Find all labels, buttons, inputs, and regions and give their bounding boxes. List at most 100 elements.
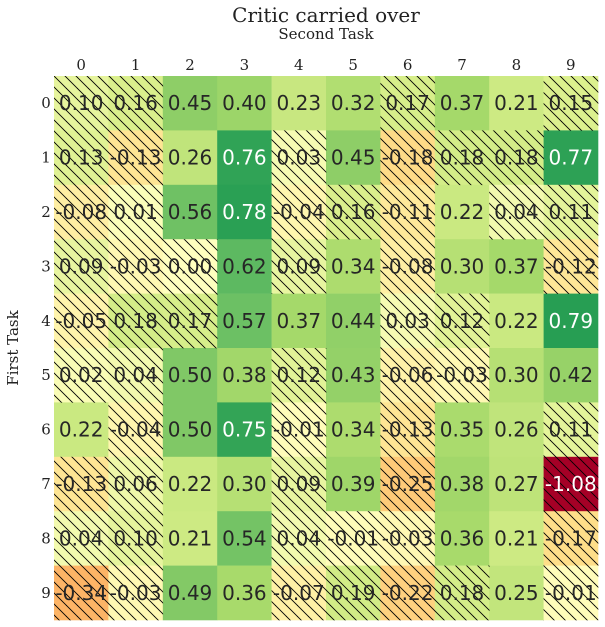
cell-value-label: 0.04 bbox=[277, 526, 322, 550]
cell-value-label: 0.15 bbox=[549, 91, 594, 115]
cell-value-label: 0.37 bbox=[494, 254, 539, 278]
cell-value-label: -0.03 bbox=[110, 254, 162, 278]
cell-hatch bbox=[54, 130, 109, 186]
cell-value-label: 0.26 bbox=[168, 146, 213, 170]
heatmap-cell bbox=[217, 76, 272, 131]
heatmap-cell bbox=[271, 293, 327, 349]
heatmap-cell bbox=[434, 456, 490, 512]
x-tick-label: 9 bbox=[566, 56, 576, 74]
cell-hatch bbox=[108, 293, 164, 349]
cell-hatch bbox=[162, 239, 218, 294]
cell-hatch bbox=[380, 456, 436, 512]
cell-hatch bbox=[271, 511, 327, 566]
y-tick-label: 9 bbox=[41, 584, 51, 602]
heatmap-cell bbox=[217, 402, 272, 458]
cell-value-label: -0.03 bbox=[110, 581, 162, 605]
cell-value-label: 0.30 bbox=[222, 472, 267, 496]
cell-value-label: 0.36 bbox=[222, 581, 267, 605]
cell-value-label: 0.04 bbox=[59, 526, 104, 550]
cell-value-label: 0.00 bbox=[168, 254, 213, 278]
cell-hatch bbox=[108, 456, 164, 512]
heatmap-cell bbox=[326, 456, 381, 512]
cell-value-label: 0.23 bbox=[277, 91, 322, 115]
y-tick-label: 4 bbox=[41, 312, 51, 330]
cell-value-label: 0.22 bbox=[168, 472, 213, 496]
cell-value-label: 0.56 bbox=[168, 200, 213, 224]
cell-hatch bbox=[434, 348, 490, 403]
heatmap-hatches bbox=[54, 76, 599, 621]
cell-hatch bbox=[271, 456, 327, 512]
cell-value-label: 0.04 bbox=[113, 363, 158, 387]
y-tick-label: 6 bbox=[41, 421, 51, 439]
heatmap-cell bbox=[162, 348, 218, 403]
cell-value-label: -0.01 bbox=[273, 418, 325, 442]
cell-value-label: -0.18 bbox=[382, 146, 434, 170]
y-tick-label: 5 bbox=[41, 366, 51, 384]
cell-hatch bbox=[380, 76, 436, 131]
y-tick-label: 3 bbox=[41, 257, 51, 275]
cell-hatch bbox=[54, 511, 109, 566]
cell-value-label: 0.38 bbox=[440, 472, 485, 496]
cell-hatch bbox=[434, 565, 490, 621]
heatmap-cell-labels: 0.10 0.16 0.45 0.40 0.23 0.32 0.17 0.37 0.21 0.15… bbox=[55, 91, 596, 605]
heatmap-cell bbox=[434, 76, 490, 131]
heatmap-cell bbox=[271, 76, 327, 131]
cell-value-label: 0.76 bbox=[222, 146, 267, 170]
cell-value-label: 0.13 bbox=[59, 146, 104, 170]
cell-hatch bbox=[108, 130, 164, 186]
heatmap-cell bbox=[489, 76, 544, 131]
cell-value-label: -0.04 bbox=[273, 200, 325, 224]
cell-value-label: -0.22 bbox=[382, 581, 434, 605]
cell-hatch bbox=[271, 348, 327, 403]
cell-value-label: 0.19 bbox=[331, 581, 376, 605]
cell-value-label: 0.01 bbox=[113, 200, 158, 224]
x-tick-label: 6 bbox=[403, 56, 413, 74]
cell-value-label: -0.11 bbox=[382, 200, 434, 224]
cell-value-label: 0.11 bbox=[549, 200, 594, 224]
cell-hatch bbox=[54, 456, 109, 512]
cell-value-label: 0.45 bbox=[168, 91, 213, 115]
cell-hatch bbox=[380, 565, 436, 621]
heatmap-cell bbox=[217, 130, 272, 186]
y-tick-label: 8 bbox=[41, 529, 51, 547]
cell-hatch bbox=[271, 565, 327, 621]
cell-value-label: -0.08 bbox=[55, 200, 107, 224]
cell-value-label: -0.12 bbox=[545, 254, 597, 278]
heatmap-cell bbox=[489, 511, 544, 566]
heatmap-cell bbox=[543, 293, 599, 349]
cell-value-label: 0.12 bbox=[440, 309, 485, 333]
chart-title: Critic carried over bbox=[232, 3, 420, 27]
heatmap-cell bbox=[162, 402, 218, 458]
y-tick-labels: 0 1 2 3 4 5 6 7 8 9 bbox=[41, 94, 51, 602]
cell-value-label: 0.22 bbox=[494, 309, 539, 333]
heatmap-cell bbox=[434, 402, 490, 458]
heatmap-cell bbox=[162, 456, 218, 512]
heatmap-cell bbox=[434, 184, 490, 240]
cell-value-label: -0.25 bbox=[382, 472, 434, 496]
cell-value-label: -0.06 bbox=[382, 363, 434, 387]
heatmap-cell bbox=[543, 348, 599, 403]
cell-value-label: 0.06 bbox=[113, 472, 158, 496]
cell-value-label: 0.22 bbox=[440, 200, 485, 224]
heatmap-cell bbox=[162, 184, 218, 240]
cell-value-label: 0.17 bbox=[385, 91, 430, 115]
cell-value-label: -0.03 bbox=[382, 526, 434, 550]
cell-value-label: 0.57 bbox=[222, 309, 267, 333]
cell-value-label: 0.11 bbox=[549, 418, 594, 442]
cell-hatch bbox=[108, 511, 164, 566]
heatmap-cell bbox=[162, 130, 218, 186]
heatmap-cell bbox=[217, 565, 272, 621]
heatmap-cell bbox=[217, 184, 272, 240]
cell-value-label: 0.09 bbox=[277, 472, 322, 496]
x-tick-labels: 0 1 2 3 4 5 6 7 8 9 bbox=[76, 56, 575, 74]
heatmap-cell bbox=[326, 293, 381, 349]
cell-hatch bbox=[380, 239, 436, 294]
cell-hatch bbox=[271, 239, 327, 294]
cell-hatch bbox=[162, 293, 218, 349]
cell-value-label: 0.50 bbox=[168, 363, 213, 387]
cell-value-label: 0.30 bbox=[494, 363, 539, 387]
cell-value-label: 0.09 bbox=[59, 254, 104, 278]
cell-hatch bbox=[543, 565, 599, 621]
cell-value-label: 0.09 bbox=[277, 254, 322, 278]
